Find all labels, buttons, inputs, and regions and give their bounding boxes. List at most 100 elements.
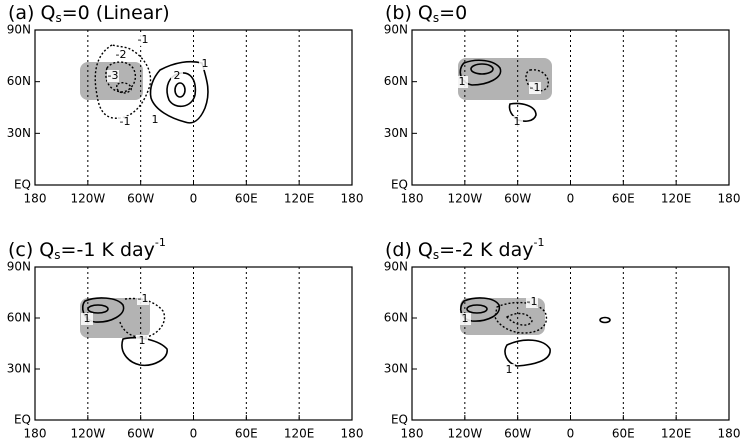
y-tick-label: 30N	[384, 362, 408, 376]
label-bg	[503, 364, 515, 376]
contour	[599, 316, 611, 324]
label-bg	[137, 34, 149, 46]
title-part: =-1 K day	[61, 239, 155, 261]
y-tick-label: 60N	[7, 74, 31, 88]
label-bg	[459, 313, 471, 325]
x-tick-label: 120W	[447, 427, 482, 441]
contour-label: -1	[530, 81, 541, 94]
contour-label: 1	[84, 312, 91, 325]
title-part: s	[433, 11, 439, 25]
x-tick-label: 180	[341, 192, 364, 206]
x-tick-label: 0	[190, 192, 198, 206]
y-tick-label: 90N	[384, 23, 408, 37]
title-part: (a) Q	[8, 2, 55, 24]
contour	[494, 301, 548, 334]
y-tick-label: 60N	[7, 311, 31, 325]
y-tick-label: EQ	[14, 178, 31, 192]
contour	[470, 63, 494, 75]
title-part: =0	[439, 2, 467, 24]
contour	[504, 339, 551, 367]
panel-title: (d) Qs=-2 K day-1	[385, 236, 544, 262]
contour-label: 1	[139, 334, 146, 347]
label-bg	[511, 116, 523, 128]
x-tick-label: 120W	[447, 192, 482, 206]
contour-label: 1	[152, 113, 159, 126]
x-tick-label: 60W	[504, 427, 531, 441]
label-bg	[171, 70, 183, 82]
contour	[459, 59, 502, 86]
label-bg	[529, 82, 541, 94]
title-part: -1	[534, 236, 545, 249]
label-bg	[199, 58, 211, 70]
contour	[466, 304, 488, 314]
y-tick-label: 90N	[7, 23, 31, 37]
title-part: =0 (Linear)	[62, 2, 170, 24]
title-part: -1	[155, 236, 166, 249]
plot-frame	[411, 266, 730, 421]
contour-label: 1	[514, 115, 521, 128]
x-tick-label: 60E	[612, 427, 635, 441]
panel-title: (c) Qs=-1 K day-1	[8, 236, 166, 262]
x-tick-label: 120E	[284, 192, 315, 206]
contour	[459, 297, 501, 322]
contour	[116, 82, 132, 94]
plot-frame	[411, 29, 730, 186]
y-tick-label: 60N	[384, 311, 408, 325]
label-bg	[119, 116, 131, 128]
title-part: (b) Q	[385, 2, 433, 24]
title-part: s	[55, 11, 61, 25]
forcing-region	[460, 298, 545, 335]
title-part: s	[54, 248, 60, 262]
label-bg	[136, 335, 148, 347]
y-tick-label: 30N	[7, 126, 31, 140]
contour-label: -1	[527, 295, 538, 308]
x-tick-label: 0	[190, 427, 198, 441]
panel: (a) Qs=0 (Linear)180 120W 60W 0 60E 120E 180EQ…	[7, 2, 364, 206]
label-bg	[526, 296, 538, 308]
contour-label: 1	[462, 312, 469, 325]
contour-label: -1	[120, 115, 131, 128]
contour-label: -3	[108, 69, 119, 82]
y-tick-label: EQ	[14, 413, 31, 427]
title-part: s	[433, 248, 439, 262]
label-bg	[456, 76, 468, 88]
label-bg	[137, 293, 149, 305]
contour-label: 1	[459, 75, 466, 88]
x-tick-label: 60W	[127, 427, 154, 441]
x-tick-label: 180	[24, 192, 47, 206]
contour-label: -2	[116, 48, 127, 61]
contour-label: -1	[138, 33, 149, 46]
contour	[174, 82, 186, 98]
x-tick-label: 180	[341, 427, 364, 441]
x-tick-label: 120E	[661, 192, 692, 206]
plot-frame	[34, 29, 353, 186]
x-tick-label: 60E	[235, 427, 258, 441]
label-bg	[149, 114, 161, 126]
x-tick-label: 180	[718, 427, 741, 441]
x-tick-label: 120W	[70, 427, 105, 441]
panel-title: (a) Qs=0 (Linear)	[8, 2, 170, 25]
contour-label: -1	[138, 292, 149, 305]
contour	[508, 102, 537, 122]
y-tick-label: 30N	[7, 362, 31, 376]
x-tick-label: 60E	[235, 192, 258, 206]
y-tick-label: 30N	[384, 126, 408, 140]
y-tick-label: EQ	[391, 178, 408, 192]
x-tick-label: 120W	[70, 192, 105, 206]
x-tick-label: 0	[567, 192, 575, 206]
contour-label: 1	[202, 57, 209, 70]
x-tick-label: 180	[401, 192, 424, 206]
contour	[149, 60, 209, 124]
x-tick-label: 120E	[661, 427, 692, 441]
label-bg	[81, 313, 93, 325]
title-part: (c) Q	[8, 239, 54, 261]
contour	[121, 336, 168, 367]
y-tick-label: 90N	[384, 260, 408, 274]
title-part: =-2 K day	[439, 239, 533, 261]
contour-label: 1	[506, 363, 513, 376]
plot-frame	[34, 266, 353, 421]
